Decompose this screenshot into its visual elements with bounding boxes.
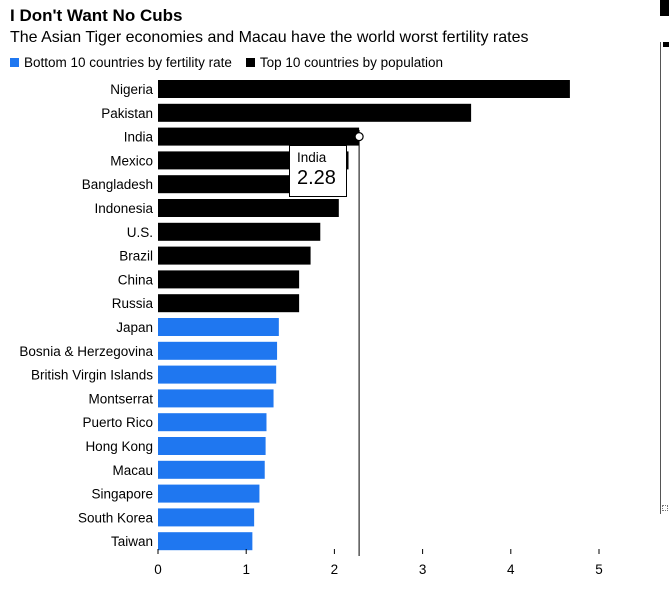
bar: [158, 246, 311, 265]
chart-title: I Don't Want No Cubs: [10, 6, 183, 25]
bar: [158, 222, 321, 241]
bar: [158, 484, 260, 503]
category-label: Japan: [116, 320, 153, 335]
bar: [158, 413, 267, 432]
resize-grip-icon[interactable]: [662, 505, 668, 511]
category-label: Nigeria: [110, 82, 153, 97]
x-tick-label: 0: [154, 562, 162, 577]
category-label: Bosnia & Herzegovina: [19, 344, 153, 359]
x-tick-label: 5: [595, 562, 603, 577]
category-label: U.S.: [127, 225, 153, 240]
category-label: Puerto Rico: [82, 415, 153, 430]
tooltip-label: India: [297, 150, 327, 165]
category-label: Indonesia: [94, 201, 153, 216]
category-label: Bangladesh: [82, 177, 153, 192]
legend-label-top10: Top 10 countries by population: [259, 55, 443, 70]
x-tick-label: 3: [419, 562, 427, 577]
category-label: South Korea: [78, 510, 154, 525]
bar: [158, 127, 360, 146]
bar: [158, 389, 274, 408]
legend-swatch-blue: [10, 58, 19, 67]
category-label: Brazil: [119, 249, 153, 264]
category-label: Taiwan: [111, 534, 153, 549]
bar: [158, 294, 300, 313]
bar: [158, 365, 277, 384]
chart-subtitle: The Asian Tiger economies and Macau have…: [10, 29, 529, 46]
bar: [158, 318, 279, 336]
category-label: Pakistan: [101, 106, 153, 121]
x-tick-label: 2: [331, 562, 339, 577]
bar: [158, 508, 255, 527]
x-tick-label: 1: [242, 562, 250, 577]
legend-label-bottom10: Bottom 10 countries by fertility rate: [24, 55, 232, 70]
category-label: British Virgin Islands: [31, 368, 153, 383]
hover-marker: [354, 132, 364, 142]
category-label: India: [124, 130, 154, 145]
side-panel-marker: [663, 42, 669, 47]
bar: [158, 270, 300, 289]
side-panel-top: [660, 0, 669, 16]
legend-item-bottom10: Bottom 10 countries by fertility rate: [10, 55, 232, 70]
bar: [158, 437, 266, 455]
side-panel-frame: [660, 42, 669, 514]
legend-item-top10: Top 10 countries by population: [245, 55, 443, 70]
bar: [158, 199, 339, 217]
category-label: Russia: [112, 296, 154, 311]
bar: [158, 460, 265, 479]
bar: [158, 532, 253, 551]
category-label: China: [118, 272, 154, 287]
category-label: Singapore: [91, 487, 153, 502]
bar: [158, 80, 570, 98]
category-label: Hong Kong: [85, 439, 153, 454]
category-label: Mexico: [110, 153, 153, 168]
bar: [158, 103, 472, 122]
legend: Bottom 10 countries by fertility rate To…: [10, 55, 457, 70]
x-tick-label: 4: [507, 562, 515, 577]
category-label: Montserrat: [88, 391, 153, 406]
tooltip-value: 2.28: [297, 167, 336, 189]
bar: [158, 341, 278, 360]
tooltip: India 2.28: [289, 145, 347, 197]
category-label: Macau: [112, 463, 153, 478]
legend-swatch-black: [245, 58, 255, 67]
